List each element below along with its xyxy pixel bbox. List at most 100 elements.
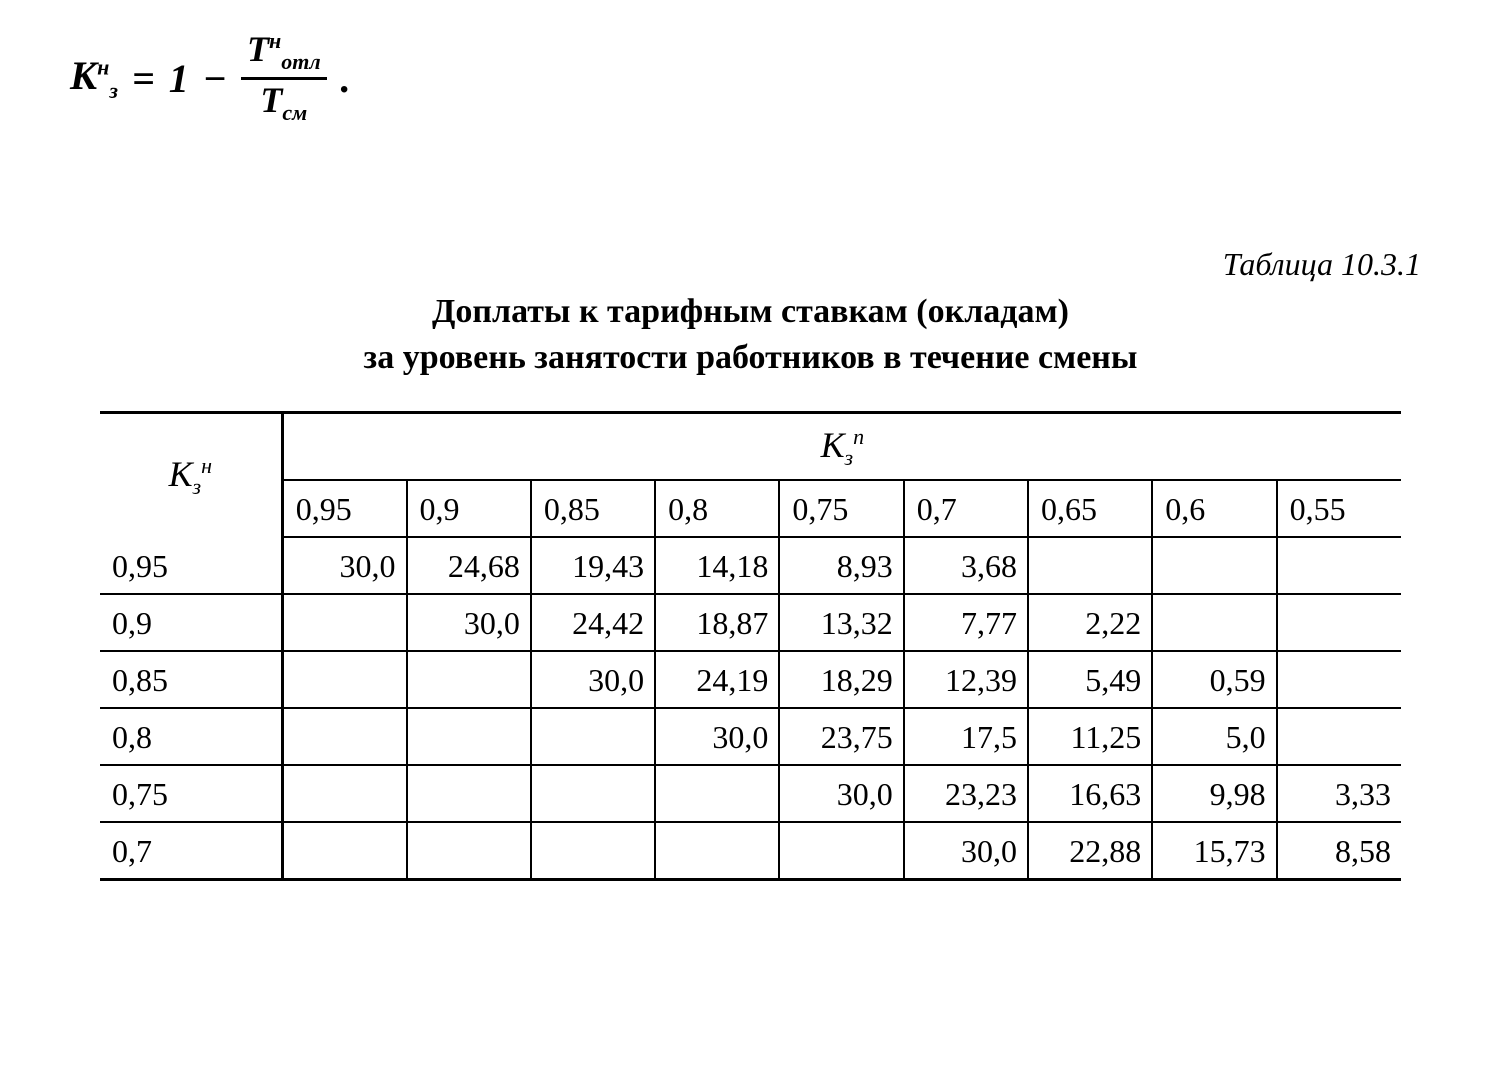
cell — [779, 822, 903, 880]
cell: 9,98 — [1152, 765, 1276, 822]
cell — [1277, 708, 1401, 765]
cell — [531, 708, 655, 765]
cell — [282, 594, 406, 651]
cell — [407, 765, 531, 822]
table-title-line1: Доплаты к тарифным ставкам (окладам) — [432, 293, 1069, 330]
cell — [1028, 537, 1152, 594]
cell — [655, 822, 779, 880]
header-left-base: К — [169, 454, 193, 494]
header-right-sub: з — [845, 445, 854, 470]
formula-minus: − — [203, 55, 227, 102]
col-label: 0,6 — [1152, 480, 1276, 537]
col-label: 0,65 — [1028, 480, 1152, 537]
formula-num-sup: н — [269, 28, 281, 53]
cell: 24,42 — [531, 594, 655, 651]
formula-lhs-base: К — [70, 53, 97, 98]
cell: 22,88 — [1028, 822, 1152, 880]
cell — [655, 765, 779, 822]
table-caption: Таблица 10.3.1 — [60, 246, 1421, 283]
row-label: 0,9 — [100, 594, 282, 651]
cell — [1152, 594, 1276, 651]
cell — [407, 651, 531, 708]
table-row: 0,8 30,0 23,75 17,5 11,25 5,0 — [100, 708, 1401, 765]
formula-bar — [241, 77, 327, 80]
col-label: 0,8 — [655, 480, 779, 537]
cell: 13,32 — [779, 594, 903, 651]
cell — [1277, 594, 1401, 651]
formula-lhs: Кнз — [70, 52, 118, 104]
header-left-sup: н — [201, 453, 212, 478]
cell: 19,43 — [531, 537, 655, 594]
row-label: 0,85 — [100, 651, 282, 708]
cell: 30,0 — [779, 765, 903, 822]
col-label: 0,9 — [407, 480, 531, 537]
cell — [407, 822, 531, 880]
formula-trail: . — [341, 55, 351, 102]
formula-lhs-sup: н — [97, 55, 109, 80]
formula: Кнз = 1 − Тнотл Тсм . — [70, 30, 1441, 126]
formula-num-sub: отл — [281, 49, 320, 74]
table-row: 0,85 30,0 24,19 18,29 12,39 5,49 0,59 — [100, 651, 1401, 708]
cell: 8,93 — [779, 537, 903, 594]
header-left-sub: з — [193, 474, 202, 499]
cell: 24,19 — [655, 651, 779, 708]
row-label: 0,95 — [100, 537, 282, 594]
cell: 30,0 — [282, 537, 406, 594]
table-title-line2: за уровень занятости работников в течени… — [364, 339, 1138, 376]
cell: 2,22 — [1028, 594, 1152, 651]
formula-fraction: Тнотл Тсм — [241, 30, 327, 126]
table-row: 0,95 30,0 24,68 19,43 14,18 8,93 3,68 — [100, 537, 1401, 594]
header-left: Кзн — [100, 413, 282, 538]
cell: 15,73 — [1152, 822, 1276, 880]
col-label: 0,7 — [904, 480, 1028, 537]
cell: 5,0 — [1152, 708, 1276, 765]
cell: 18,29 — [779, 651, 903, 708]
formula-numerator: Тнотл — [241, 30, 327, 75]
formula-one: 1 — [169, 55, 189, 102]
formula-lhs-sub: з — [109, 78, 118, 103]
cell: 0,59 — [1152, 651, 1276, 708]
cell — [1152, 537, 1276, 594]
cell — [1277, 537, 1401, 594]
cell: 24,68 — [407, 537, 531, 594]
col-label: 0,55 — [1277, 480, 1401, 537]
cell: 8,58 — [1277, 822, 1401, 880]
cell: 3,33 — [1277, 765, 1401, 822]
table-title: Доплаты к тарифным ставкам (окладам) за … — [60, 289, 1441, 381]
cell — [282, 651, 406, 708]
cell: 5,49 — [1028, 651, 1152, 708]
table-row: 0,9 30,0 24,42 18,87 13,32 7,77 2,22 — [100, 594, 1401, 651]
formula-den-base: Т — [260, 80, 282, 120]
formula-den-sub: см — [282, 100, 307, 125]
cell — [407, 708, 531, 765]
cell: 11,25 — [1028, 708, 1152, 765]
cell: 17,5 — [904, 708, 1028, 765]
formula-num-base: Т — [247, 29, 269, 69]
row-label: 0,75 — [100, 765, 282, 822]
row-label: 0,7 — [100, 822, 282, 880]
cell — [282, 822, 406, 880]
row-label: 0,8 — [100, 708, 282, 765]
table-row: 0,7 30,0 22,88 15,73 8,58 — [100, 822, 1401, 880]
col-label: 0,75 — [779, 480, 903, 537]
cell: 30,0 — [531, 651, 655, 708]
cell — [282, 708, 406, 765]
formula-eq: = — [132, 55, 155, 102]
table-row: 0,75 30,0 23,23 16,63 9,98 3,33 — [100, 765, 1401, 822]
cell — [282, 765, 406, 822]
cell — [531, 765, 655, 822]
cell: 30,0 — [655, 708, 779, 765]
cell: 30,0 — [407, 594, 531, 651]
formula-denominator: Тсм — [254, 82, 313, 126]
col-label: 0,95 — [282, 480, 406, 537]
cell: 7,77 — [904, 594, 1028, 651]
cell: 16,63 — [1028, 765, 1152, 822]
header-right: Кзn — [282, 413, 1401, 481]
col-label: 0,85 — [531, 480, 655, 537]
cell: 14,18 — [655, 537, 779, 594]
table-wrap: Кзн Кзn 0,95 0,9 0,85 0,8 0,75 0,7 — [100, 411, 1401, 881]
cell: 18,87 — [655, 594, 779, 651]
cell: 23,23 — [904, 765, 1028, 822]
cell: 30,0 — [904, 822, 1028, 880]
data-table: Кзн Кзn 0,95 0,9 0,85 0,8 0,75 0,7 — [100, 411, 1401, 881]
